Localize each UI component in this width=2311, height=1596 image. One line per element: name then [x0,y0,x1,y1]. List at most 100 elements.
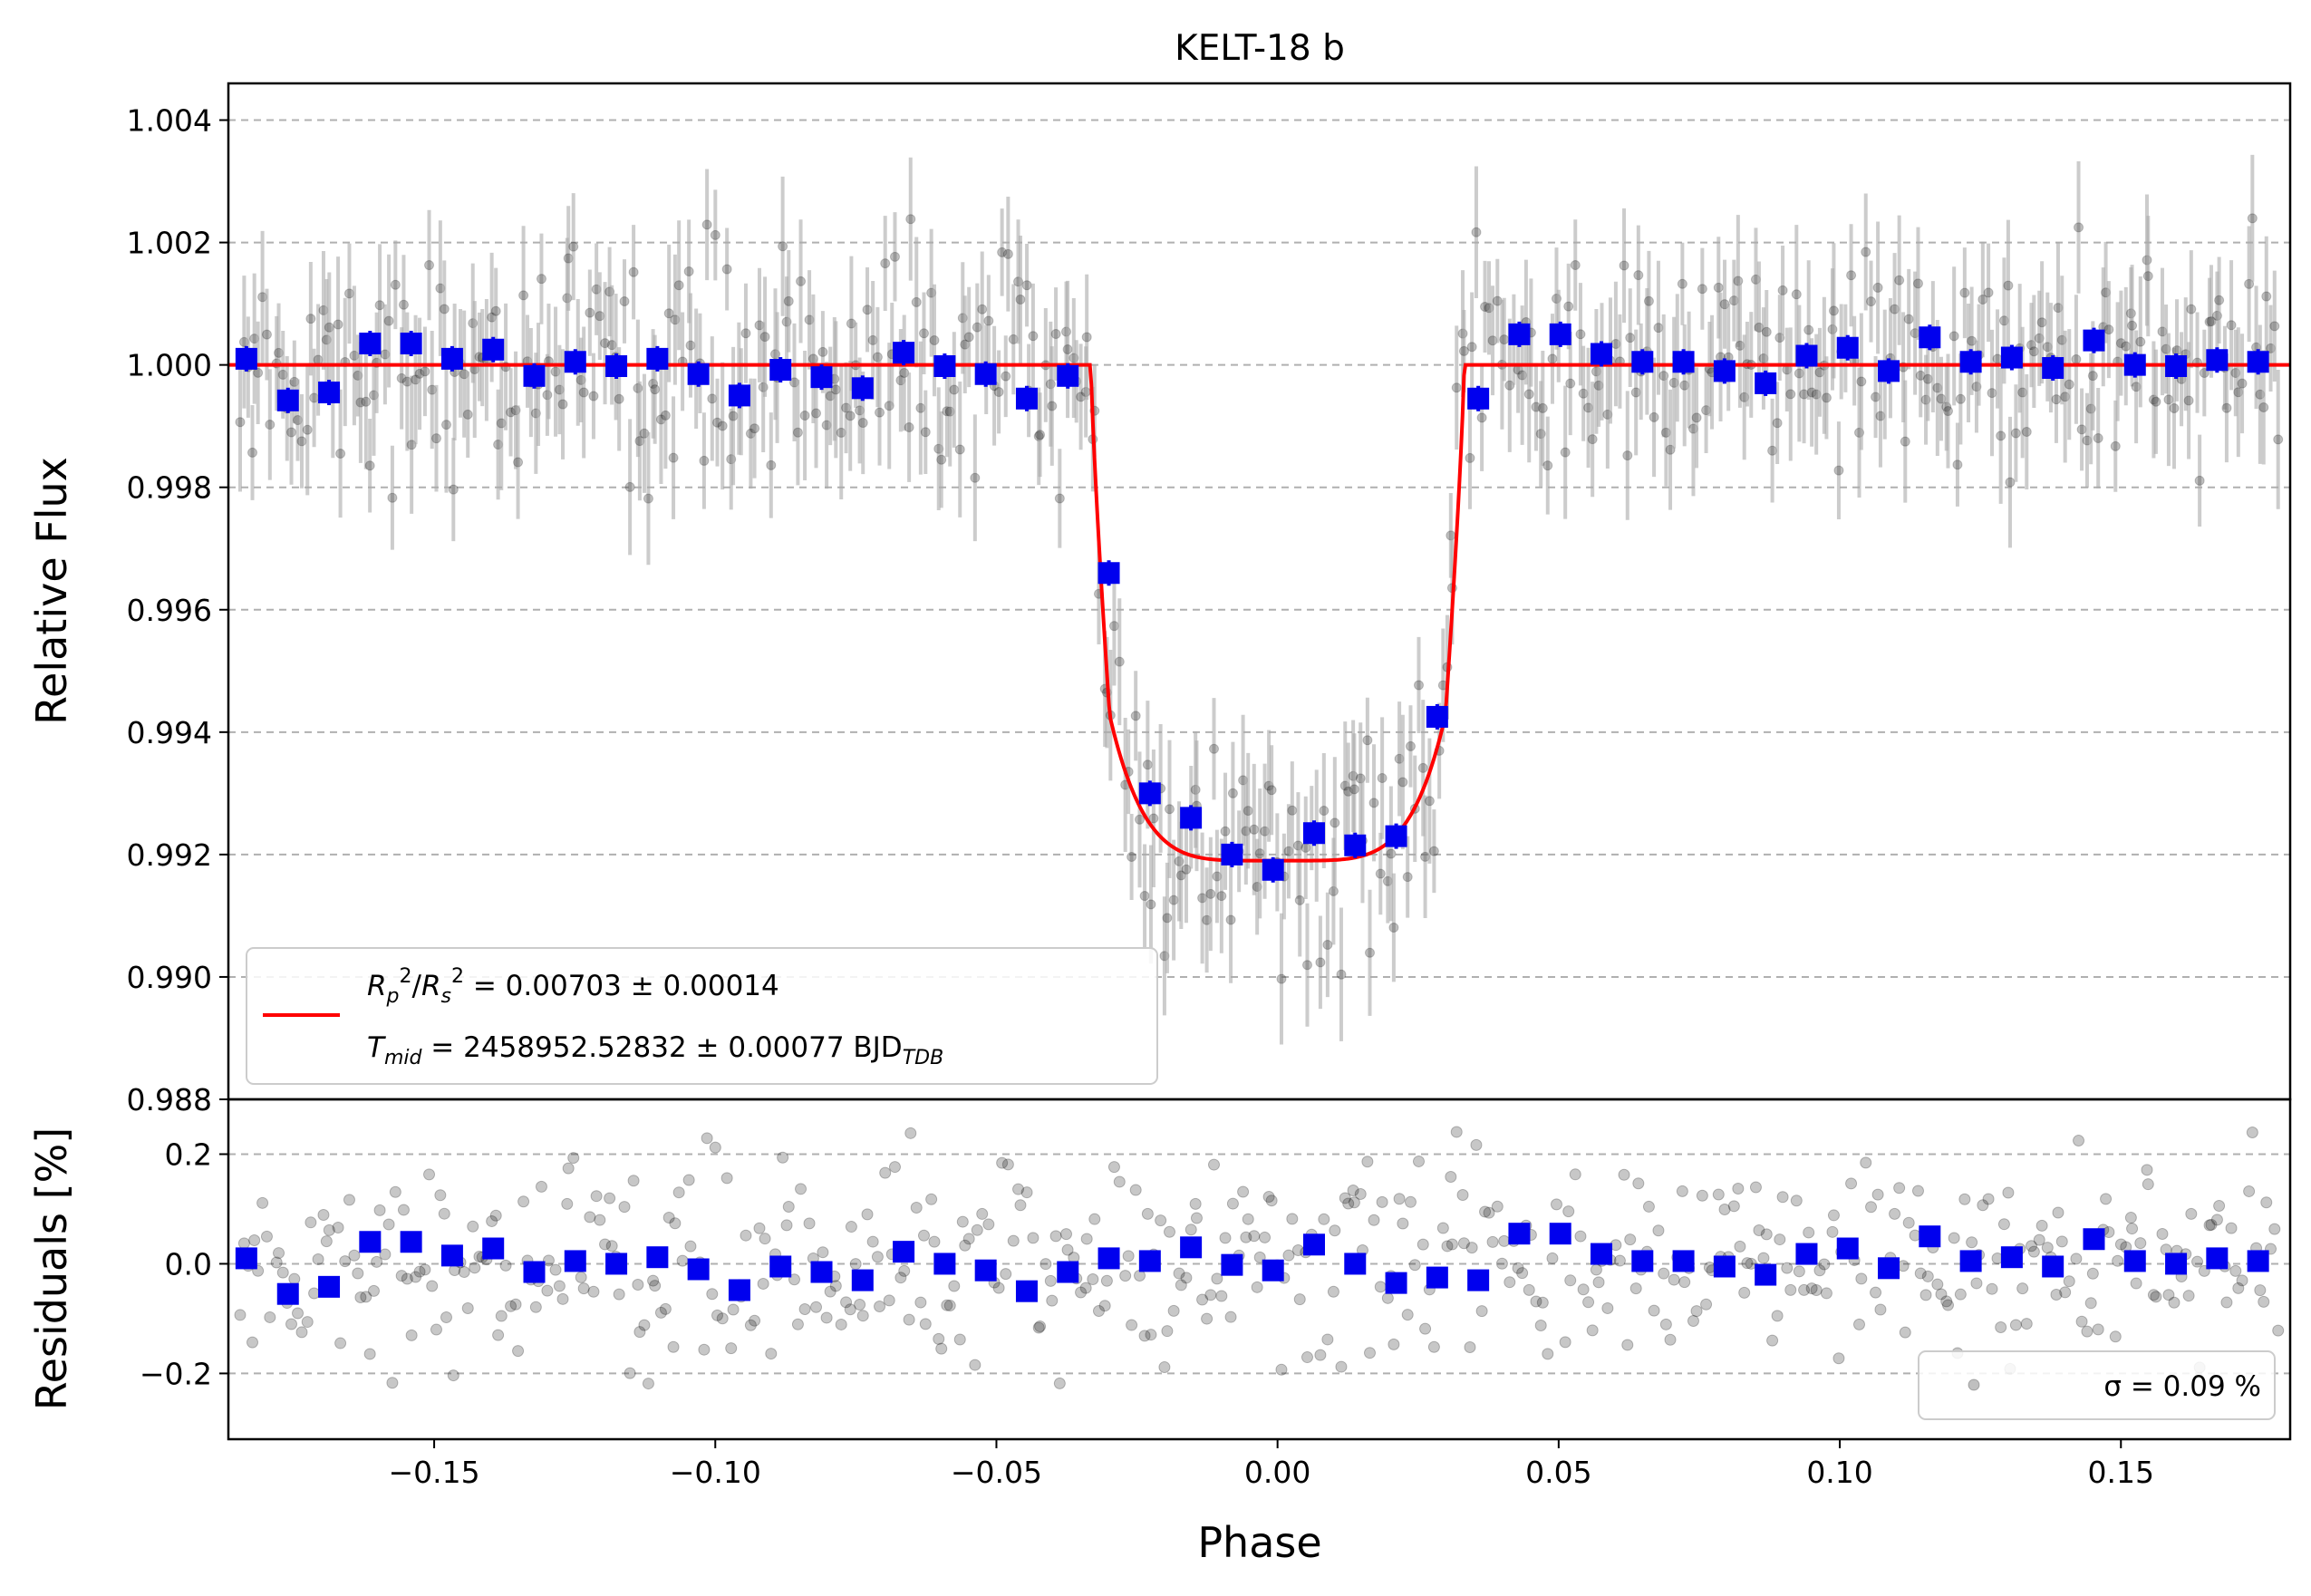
residual-point [1211,1272,1223,1285]
residual-point [1546,1252,1559,1264]
raw-point [778,241,788,252]
raw-point [2214,295,2225,305]
raw-point [1833,465,1844,476]
raw-point [2021,426,2032,437]
residual-point [817,1246,829,1259]
raw-point [862,305,873,315]
residual-point [1164,1225,1176,1238]
binned-point [769,359,792,382]
binned-point [1549,323,1571,345]
raw-point [1653,323,1664,334]
residual-point [2075,1315,2088,1328]
raw-point [2183,395,2194,406]
raw-point [1139,891,1150,902]
raw-point [949,384,960,395]
residual-point [447,1369,459,1382]
binned-point [1180,807,1203,829]
residual-point [1242,1213,1254,1225]
residual-point [716,1312,729,1325]
raw-point [2076,424,2087,435]
residual-point [2103,1225,2115,1238]
residual-point [561,1197,574,1210]
residual-point [1465,1242,1478,1254]
residual-point [2025,1240,2037,1253]
residual-point [1087,1272,1099,1285]
residual-point [1014,1199,1027,1212]
raw-point [305,314,316,324]
raw-point [977,304,988,314]
residual-point [1995,1320,2007,1333]
residual-point [426,1280,439,1292]
residual-point [1237,1185,1250,1198]
residual-point [883,1294,895,1307]
raw-point [2226,320,2237,331]
residual-point [234,1309,247,1321]
binned-point [1591,343,1613,365]
residual-point [1986,1282,1998,1295]
residual-point [1173,1267,1185,1280]
raw-point [1677,278,1687,289]
residual-point [953,1333,966,1346]
residual-point [1958,1193,1971,1205]
binned-residual-point [440,1244,463,1267]
raw-point [1560,447,1571,458]
residual-point [276,1266,289,1279]
raw-point [1471,227,1482,237]
raw-point [253,367,264,378]
raw-point [668,452,679,463]
residual-point [959,1239,972,1252]
binned-point [1631,351,1654,373]
residual-point [1776,1191,1789,1204]
raw-point [1987,388,1997,399]
residual-point [777,1151,789,1164]
binned-residual-point [276,1282,299,1305]
residual-point [288,1272,301,1285]
residual-point [1899,1326,1911,1339]
residuals-raw-points [234,1126,2285,1390]
raw-point [905,214,916,225]
raw-point [2151,396,2161,407]
binned-residual-point [1878,1257,1900,1280]
binned-residual-point [359,1231,382,1253]
raw-point [1301,960,1312,971]
residual-point [1966,1236,1978,1249]
residual-point [1175,1279,1187,1291]
residual-point [2086,1267,2099,1280]
raw-point [2169,402,2180,413]
residual-point [706,1288,719,1301]
residual-point [1954,1288,1967,1301]
residual-point [1397,1217,1409,1230]
residual-point [2268,1223,2281,1235]
raw-point [963,332,974,343]
residual-point [1542,1348,1554,1360]
residual-point [879,1166,892,1179]
residual-point [2203,1219,2216,1232]
raw-point [1377,773,1388,784]
residual-point [904,1127,917,1139]
residual-point [1618,1168,1630,1181]
residual-point [2162,1289,2175,1301]
binned-residual-point [318,1275,341,1298]
residual-point [749,1314,761,1327]
raw-point [683,266,694,276]
residual-point [1534,1320,1547,1332]
raw-point [740,328,751,339]
raw-point [448,484,459,495]
residual-point [1738,1286,1751,1299]
binned-point [276,389,299,411]
raw-point [1996,430,2006,441]
residual-point [956,1215,969,1228]
flux-y-tick-label: 0.990 [127,960,212,995]
binned-residual-point [1467,1269,1490,1291]
residual-point [757,1277,769,1290]
raw-point [1225,914,1236,925]
residual-point [835,1318,847,1330]
raw-point [1619,260,1629,271]
residual-point [1282,1249,1295,1262]
residual-point [1948,1232,1960,1244]
binned-point [2000,346,2023,369]
residual-point [861,1208,874,1221]
binned-point [728,384,750,407]
raw-point [1365,947,1376,958]
binned-point [359,333,382,355]
